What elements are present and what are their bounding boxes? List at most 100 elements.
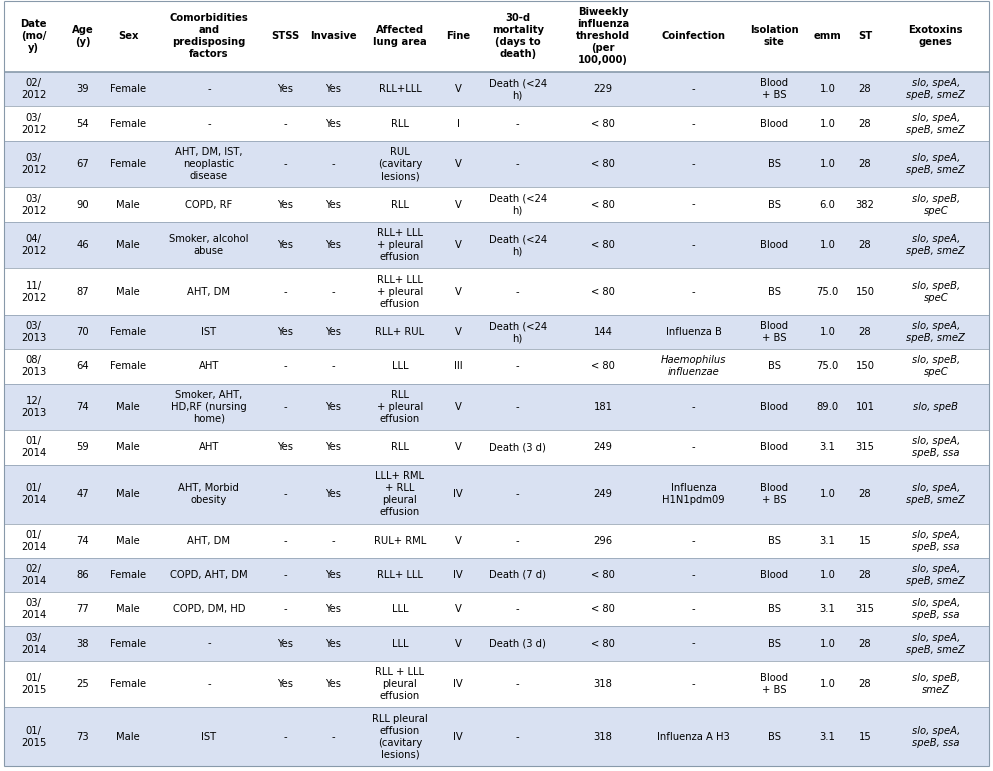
Text: LLL: LLL (391, 638, 408, 648)
Text: Male: Male (116, 200, 140, 210)
Text: BS: BS (768, 732, 780, 742)
Text: 1.0: 1.0 (819, 240, 835, 250)
Text: Blood: Blood (761, 240, 788, 250)
Text: 74: 74 (76, 402, 89, 412)
Text: BS: BS (768, 536, 780, 546)
Text: -: - (283, 536, 287, 546)
Text: 38: 38 (76, 638, 89, 648)
Text: slo, speA,
speB, smeZ: slo, speA, speB, smeZ (907, 564, 965, 586)
Text: -: - (692, 570, 695, 580)
Text: Death (7 d): Death (7 d) (490, 570, 546, 580)
Text: BS: BS (768, 287, 780, 297)
Text: RLL+ LLL
+ pleural
effusion: RLL+ LLL + pleural effusion (376, 228, 423, 262)
Text: 08/
2013: 08/ 2013 (21, 355, 46, 378)
Text: 25: 25 (76, 679, 89, 689)
Text: LLL+ RML
+ RLL
pleural
effusion: LLL+ RML + RLL pleural effusion (375, 471, 424, 517)
Text: 03/
2013: 03/ 2013 (21, 322, 46, 343)
Text: slo, speA,
speB, ssa: slo, speA, speB, ssa (912, 530, 960, 552)
Text: < 80: < 80 (591, 362, 615, 372)
Text: -: - (516, 362, 519, 372)
Text: 67: 67 (76, 159, 89, 169)
Text: Female: Female (110, 327, 146, 337)
Text: -: - (692, 402, 695, 412)
Text: 01/
2015: 01/ 2015 (21, 673, 47, 695)
Text: 28: 28 (859, 638, 871, 648)
Bar (4, 141, 989, 187)
Text: 3.1: 3.1 (819, 443, 835, 453)
Text: slo, speB,
speC: slo, speB, speC (912, 355, 960, 378)
Text: COPD, DM, HD: COPD, DM, HD (173, 604, 245, 614)
Text: RLL + LLL
pleural
effusion: RLL + LLL pleural effusion (375, 667, 424, 701)
Text: -: - (283, 489, 287, 499)
Text: < 80: < 80 (591, 119, 615, 129)
Text: -: - (516, 402, 519, 412)
Text: V: V (455, 240, 462, 250)
Text: Blood
+ BS: Blood + BS (761, 79, 788, 100)
Text: 90: 90 (76, 200, 89, 210)
Text: -: - (516, 679, 519, 689)
Text: RUL
(cavitary
lesions): RUL (cavitary lesions) (378, 147, 422, 181)
Text: RLL: RLL (391, 119, 409, 129)
Text: slo, speA,
speB, smeZ: slo, speA, speB, smeZ (907, 153, 965, 175)
Text: Influenza A H3: Influenza A H3 (657, 732, 730, 742)
Text: Influenza
H1N1pdm09: Influenza H1N1pdm09 (662, 483, 725, 505)
Text: 30-d
mortality
(days to
death): 30-d mortality (days to death) (492, 13, 544, 59)
Text: 77: 77 (76, 604, 89, 614)
Text: Yes: Yes (277, 679, 293, 689)
Text: 01/
2014: 01/ 2014 (21, 530, 46, 552)
Text: RLL+ LLL: RLL+ LLL (377, 570, 423, 580)
Bar (4, 384, 989, 430)
Text: 03/
2012: 03/ 2012 (21, 194, 47, 216)
Bar (4, 187, 989, 222)
Text: Male: Male (116, 402, 140, 412)
Text: ST: ST (858, 32, 872, 42)
Text: V: V (455, 443, 462, 453)
Text: Yes: Yes (277, 443, 293, 453)
Text: 382: 382 (856, 200, 875, 210)
Text: -: - (516, 536, 519, 546)
Text: Yes: Yes (325, 200, 341, 210)
Text: -: - (283, 570, 287, 580)
Text: < 80: < 80 (591, 240, 615, 250)
Text: Blood: Blood (761, 119, 788, 129)
Text: -: - (332, 536, 335, 546)
Bar (4, 430, 989, 464)
Text: Female: Female (110, 638, 146, 648)
Text: Female: Female (110, 84, 146, 94)
Text: -: - (516, 489, 519, 499)
Text: -: - (692, 240, 695, 250)
Text: RLL
+ pleural
effusion: RLL + pleural effusion (376, 390, 423, 424)
Text: -: - (692, 679, 695, 689)
Text: 101: 101 (855, 402, 875, 412)
Text: Blood: Blood (761, 402, 788, 412)
Text: Exotoxins
genes: Exotoxins genes (909, 25, 963, 48)
Text: COPD, AHT, DM: COPD, AHT, DM (170, 570, 247, 580)
Text: 03/
2014: 03/ 2014 (21, 632, 46, 655)
Text: IV: IV (453, 489, 463, 499)
Text: -: - (692, 287, 695, 297)
Text: RUL+ RML: RUL+ RML (373, 536, 426, 546)
Text: 1.0: 1.0 (819, 570, 835, 580)
Text: -: - (283, 402, 287, 412)
Text: Blood
+ BS: Blood + BS (761, 322, 788, 343)
Text: BS: BS (768, 159, 780, 169)
Text: 02/
2012: 02/ 2012 (21, 79, 47, 100)
Text: < 80: < 80 (591, 200, 615, 210)
Text: 3.1: 3.1 (819, 536, 835, 546)
Text: -: - (692, 536, 695, 546)
Text: 70: 70 (76, 327, 89, 337)
Text: IV: IV (453, 732, 463, 742)
Text: -: - (692, 159, 695, 169)
Text: Affected
lung area: Affected lung area (373, 25, 427, 48)
Text: slo, speB,
speC: slo, speB, speC (912, 281, 960, 303)
Text: 01/
2015: 01/ 2015 (21, 726, 47, 748)
Text: LLL: LLL (391, 362, 408, 372)
Text: 28: 28 (859, 159, 871, 169)
Text: 150: 150 (855, 362, 875, 372)
Text: 315: 315 (855, 443, 875, 453)
Text: Yes: Yes (277, 84, 293, 94)
Text: 54: 54 (76, 119, 89, 129)
Text: slo, speA,
speB, ssa: slo, speA, speB, ssa (912, 726, 960, 748)
Text: slo, speB,
smeZ: slo, speB, smeZ (912, 673, 960, 695)
Text: Yes: Yes (325, 489, 341, 499)
